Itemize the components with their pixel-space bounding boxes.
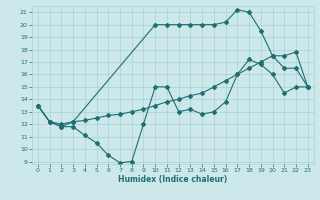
X-axis label: Humidex (Indice chaleur): Humidex (Indice chaleur): [118, 175, 228, 184]
